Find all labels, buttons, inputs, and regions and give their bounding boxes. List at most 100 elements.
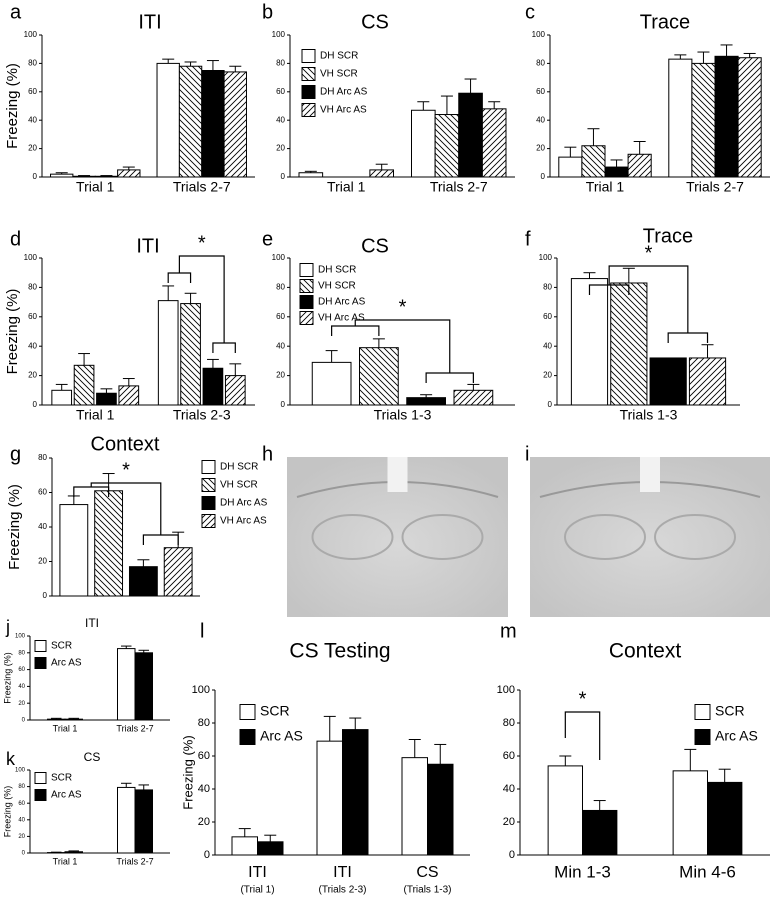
bar xyxy=(64,718,83,721)
panel-letter: i xyxy=(525,443,529,465)
y-tick-label: 80 xyxy=(276,59,285,68)
y-tick-label: 60 xyxy=(18,667,25,673)
y-tick-label: 0 xyxy=(548,400,553,409)
x-tick-label: Trial 1 xyxy=(76,179,115,195)
bar xyxy=(163,547,193,597)
x-tick-label: Trials 2-7 xyxy=(686,179,744,195)
y-axis-label: Freezing (%) xyxy=(180,735,195,809)
bar xyxy=(298,172,324,178)
significance-bracket xyxy=(564,711,601,760)
x-tick-label: Trials 2-7 xyxy=(173,179,231,195)
significance-star: * xyxy=(399,296,407,318)
x-tick-sublabel: (Trial 1) xyxy=(240,885,274,896)
significance-star: * xyxy=(579,688,587,710)
bar xyxy=(51,389,73,406)
y-tick-label: 100 xyxy=(272,30,286,39)
bar xyxy=(178,65,203,178)
panel-letter: d xyxy=(10,228,21,250)
legend-swatch xyxy=(239,704,256,720)
y-tick-label: 40 xyxy=(18,817,25,823)
y-tick-label: 60 xyxy=(543,312,552,321)
significance-bracket xyxy=(167,272,192,283)
y-tick-label: 60 xyxy=(276,312,285,321)
y-tick-label: 100 xyxy=(24,30,38,39)
y-tick-label: 100 xyxy=(497,684,515,696)
bar xyxy=(691,62,716,178)
bar xyxy=(604,166,629,178)
bar xyxy=(737,57,762,178)
panel: e CS 0 20 40 60 80 100 Trials 1-3 DH SCR VH SCR DH … xyxy=(262,228,515,423)
y-tick-label: 100 xyxy=(192,684,210,696)
y-tick-label: 40 xyxy=(28,115,37,124)
x-tick-sublabel: (Trials 2-3) xyxy=(319,885,367,896)
x-tick-label: Trial 1 xyxy=(53,723,78,733)
legend-label: SCR xyxy=(260,703,290,719)
y-tick-label: 0 xyxy=(541,172,546,181)
legend-swatch xyxy=(201,478,216,492)
bar xyxy=(458,92,483,178)
y-axis-label: Freezing (%) xyxy=(6,484,23,570)
panel: h xyxy=(262,443,508,617)
bar xyxy=(64,851,83,854)
bar xyxy=(223,71,247,178)
bar xyxy=(342,729,369,856)
bar xyxy=(180,303,201,406)
y-tick-label: 0 xyxy=(22,851,26,857)
significance-star: * xyxy=(198,232,206,254)
y-tick-label: 40 xyxy=(28,341,37,350)
panel: g Context Freezing (%) 0 20 40 60 80 DH SCR VH SC… xyxy=(6,433,268,600)
y-tick-label: 100 xyxy=(272,253,286,262)
y-tick-label: 20 xyxy=(28,371,37,380)
y-tick-label: 80 xyxy=(543,283,552,292)
legend-label: VH Arc AS xyxy=(318,313,365,324)
y-tick-label: 20 xyxy=(536,144,545,153)
bar xyxy=(570,278,609,406)
legend-label: VH Arc AS xyxy=(220,516,267,527)
y-tick-label: 100 xyxy=(15,634,26,640)
panel: c Trace 0 20 40 60 80 100 Trial 1 Trials 2-7 xyxy=(525,1,770,195)
y-tick-label: 100 xyxy=(15,768,26,774)
bar xyxy=(547,765,583,856)
bar xyxy=(134,789,153,854)
bar xyxy=(316,740,343,856)
bar xyxy=(610,282,648,406)
chart-title: CS xyxy=(84,750,101,764)
significance-bracket xyxy=(90,482,162,535)
x-tick-label: Trial 1 xyxy=(76,407,115,423)
y-tick-label: 0 xyxy=(22,718,26,724)
bar xyxy=(201,70,225,178)
legend-label: SCR xyxy=(51,773,72,784)
y-tick-label: 100 xyxy=(532,30,546,39)
legend-label: VH SCR xyxy=(318,281,356,292)
bar xyxy=(401,757,428,856)
bar xyxy=(434,114,460,178)
panel-letter: f xyxy=(525,228,531,250)
panel: m Context 0 20 40 60 80 100 Min 1-3 Min 4-6 SCR Arc… xyxy=(497,620,770,881)
hippocampus xyxy=(311,514,394,560)
y-tick-label: 40 xyxy=(503,783,515,795)
y-tick-label: 100 xyxy=(24,253,38,262)
chart-title: Context xyxy=(91,433,160,455)
panel: l CS Testing Freezing (%) 0 20 40 60 80 100 ITI (T… xyxy=(180,620,470,896)
y-tick-label: 0 xyxy=(281,400,286,409)
bar xyxy=(427,763,454,856)
y-tick-label: 0 xyxy=(204,849,210,861)
bar xyxy=(117,169,141,178)
bar xyxy=(96,392,117,406)
bar xyxy=(627,153,652,178)
significance-bracket xyxy=(178,255,225,343)
legend-label: DH SCR xyxy=(320,51,358,62)
x-tick-label: Trial 1 xyxy=(586,179,625,195)
y-tick-label: 0 xyxy=(509,849,515,861)
significance-bracket xyxy=(425,372,474,383)
chart-title: ITI xyxy=(85,616,99,630)
legend-label: VH SCR xyxy=(220,480,258,491)
chart-title: CS Testing xyxy=(289,640,390,663)
panel-letter: k xyxy=(6,749,16,769)
y-tick-label: 100 xyxy=(539,253,553,262)
y-tick-label: 80 xyxy=(198,717,210,729)
chart-title: ITI xyxy=(136,235,159,257)
significance-bracket xyxy=(608,265,689,333)
panel-letter: c xyxy=(525,1,535,23)
x-tick-label: Trials 1-3 xyxy=(620,407,678,423)
